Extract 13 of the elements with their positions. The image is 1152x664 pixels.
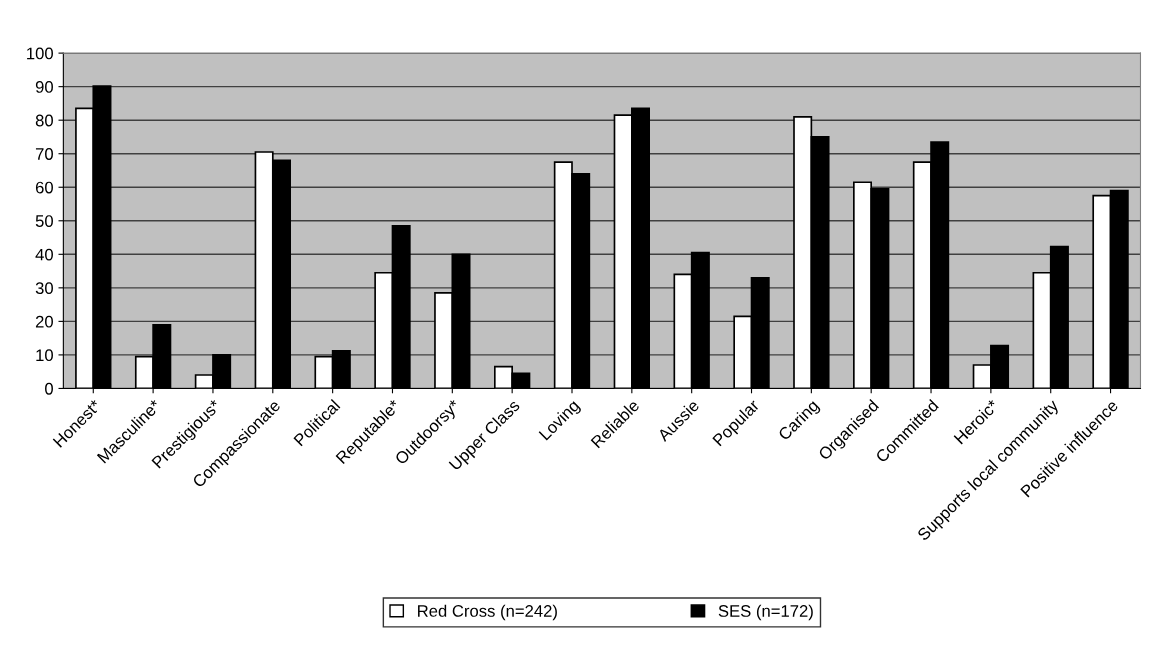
y-tick-label: 90 — [35, 81, 53, 93]
y-tick-label: 80 — [35, 114, 53, 127]
legend-label: SES (n=172) — [718, 604, 813, 621]
y-tick-label: 10 — [36, 349, 53, 362]
y-tick-label: 30 — [35, 282, 53, 295]
y-tick-label: 100 — [27, 47, 53, 60]
legend-label: Red Cross (n=242) — [418, 604, 557, 621]
y-tick-label: 60 — [35, 181, 53, 194]
y-tick-label: 40 — [35, 248, 53, 261]
y-tick-label: 50 — [35, 215, 53, 227]
y-tick-label: 20 — [35, 315, 53, 328]
y-tick-label: 0 — [45, 382, 53, 395]
y-tick-label: 70 — [35, 148, 53, 160]
